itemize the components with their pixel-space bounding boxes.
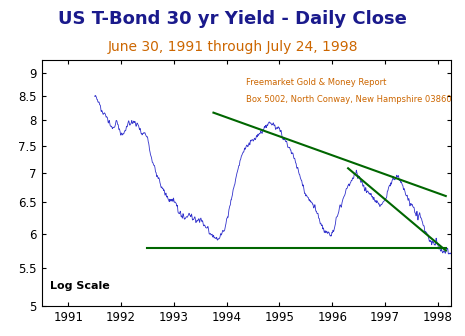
Text: June 30, 1991 through July 24, 1998: June 30, 1991 through July 24, 1998 — [107, 40, 358, 54]
Text: Freemarket Gold & Money Report: Freemarket Gold & Money Report — [246, 78, 387, 87]
Text: Log Scale: Log Scale — [50, 281, 110, 291]
Text: US T-Bond 30 yr Yield - Daily Close: US T-Bond 30 yr Yield - Daily Close — [58, 10, 407, 28]
Text: Box 5002, North Conway, New Hampshire 03860: Box 5002, North Conway, New Hampshire 03… — [246, 95, 452, 104]
